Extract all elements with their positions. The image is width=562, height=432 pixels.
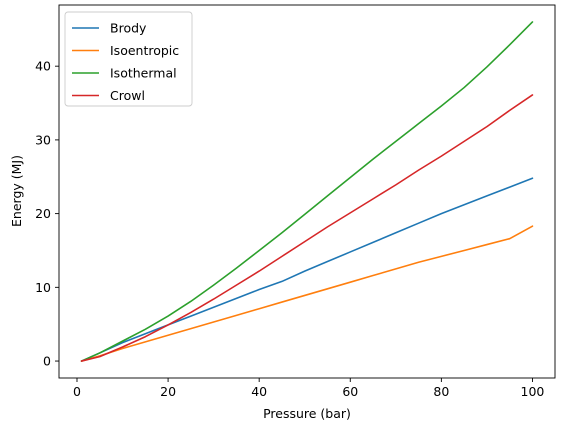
series-line-isothermal (80, 21, 534, 362)
y-tick-label: 0 (43, 354, 51, 369)
legend-label-crowl: Crowl (110, 88, 145, 103)
legend-label-isoentropic: Isoentropic (110, 43, 179, 58)
x-tick-label: 0 (73, 384, 81, 399)
plot-frame (58, 4, 556, 379)
series-line-brody (80, 177, 534, 362)
y-axis-label: Energy (MJ) (9, 155, 24, 227)
x-tick-label: 20 (160, 384, 176, 399)
legend-box (64, 11, 193, 107)
x-tick-label: 60 (342, 384, 358, 399)
legend-label-brody: Brody (110, 21, 147, 36)
series-line-crowl (80, 94, 534, 362)
y-tick-label: 20 (35, 206, 51, 221)
x-tick-label: 100 (521, 384, 545, 399)
y-tick-label: 10 (35, 280, 51, 295)
legend-label-isothermal: Isothermal (110, 66, 177, 81)
x-axis-label: Pressure (bar) (263, 406, 351, 421)
x-tick-label: 40 (251, 384, 267, 399)
x-tick-label: 80 (433, 384, 449, 399)
axes-layer: 0 20 40 60 80 100 0 10 20 30 40 (35, 59, 544, 399)
y-tick-label: 30 (35, 132, 51, 147)
series-line-isoentropic (80, 225, 534, 362)
y-tick-label: 40 (35, 59, 51, 74)
legend: Brody Isoentropic Isothermal Crowl (64, 11, 193, 107)
series-layer (80, 21, 534, 362)
